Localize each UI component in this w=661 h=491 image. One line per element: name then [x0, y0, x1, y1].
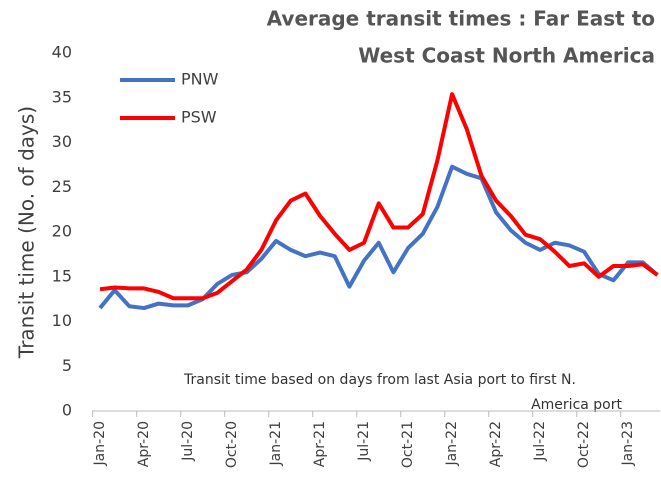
x-tick-label: Apr-21: [312, 421, 328, 467]
x-tick-label: Jul-21: [356, 421, 372, 462]
y-tick-label: 5: [62, 356, 72, 375]
y-tick-label: 35: [52, 87, 72, 106]
chart-title: Average transit times : Far East to: [267, 7, 655, 31]
y-tick-label: 10: [52, 311, 72, 330]
y-tick-label: 30: [52, 132, 72, 151]
x-tick-label: Jul-22: [532, 421, 548, 462]
series-line: [99, 92, 659, 301]
x-tick-label: Oct-20: [224, 421, 240, 468]
x-tick-label: Jan-21: [268, 421, 284, 466]
x-tick-label: Apr-20: [136, 421, 152, 467]
legend-label: PNW: [181, 70, 219, 89]
x-tick-label: Oct-22: [576, 421, 592, 468]
legend-label: PSW: [181, 108, 217, 127]
annotation: America port: [531, 397, 622, 413]
y-tick-label: 0: [62, 401, 72, 420]
x-tick-label: Apr-22: [488, 421, 504, 467]
x-tick-label: Jan-22: [444, 421, 460, 466]
y-axis-label: Transit time (No. of days): [15, 106, 39, 359]
y-tick-label: 20: [52, 222, 72, 241]
annotation: Transit time based on days from last Asi…: [183, 372, 576, 388]
series-line: [98, 164, 659, 311]
x-tick-label: Jul-20: [180, 421, 196, 462]
chart-title: West Coast North America: [358, 44, 655, 68]
x-tick-label: Oct-21: [400, 421, 416, 468]
y-tick-label: 25: [52, 177, 72, 196]
y-tick-label: 15: [52, 266, 72, 285]
y-tick-label: 40: [52, 43, 72, 62]
x-tick-label: Jan-20: [92, 421, 108, 466]
x-tick-label: Jan-23: [620, 421, 636, 466]
